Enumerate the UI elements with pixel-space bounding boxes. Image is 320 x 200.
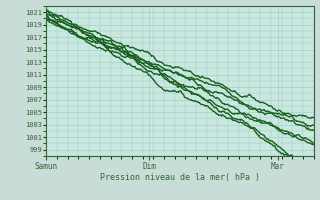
X-axis label: Pression niveau de la mer( hPa ): Pression niveau de la mer( hPa ) (100, 173, 260, 182)
